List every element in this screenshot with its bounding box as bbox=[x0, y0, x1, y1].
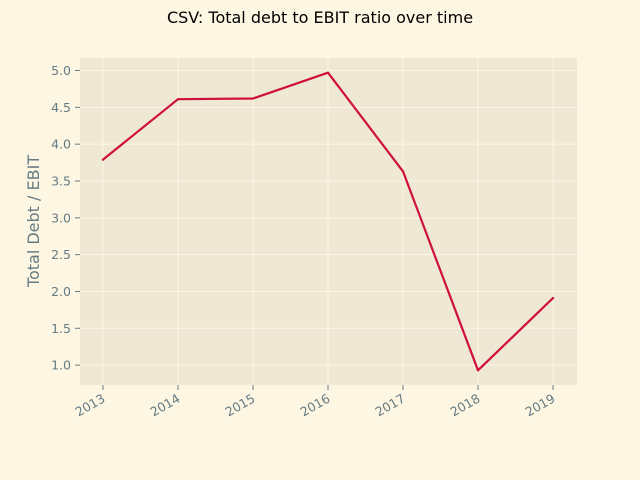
x-tick-label: 2019 bbox=[522, 391, 557, 420]
series-layer bbox=[101, 71, 555, 372]
y-tick-label: 2.0 bbox=[51, 284, 71, 299]
x-tick-label: 2013 bbox=[72, 391, 107, 420]
y-tick-label: 4.5 bbox=[51, 100, 71, 115]
x-tick-label: 2017 bbox=[372, 391, 407, 420]
x-tick-label: 2014 bbox=[147, 391, 182, 420]
grid-lines bbox=[80, 58, 577, 385]
y-tick-label: 2.5 bbox=[51, 247, 71, 262]
y-tick-label: 1.0 bbox=[51, 358, 71, 373]
x-tick-label: 2015 bbox=[222, 391, 257, 420]
y-tick-label: 1.5 bbox=[51, 321, 71, 336]
x-tick-label: 2016 bbox=[297, 391, 332, 420]
data-point bbox=[326, 71, 330, 74]
chart-title: CSV: Total debt to EBIT ratio over time bbox=[166, 8, 474, 27]
y-tick-label: 3.5 bbox=[51, 173, 71, 188]
data-point bbox=[401, 170, 405, 173]
x-tick-label: 2018 bbox=[447, 391, 482, 420]
y-tick-label: 3.0 bbox=[51, 210, 71, 225]
data-point bbox=[251, 97, 255, 100]
data-point bbox=[101, 158, 105, 161]
data-point bbox=[176, 98, 180, 101]
data-point bbox=[551, 296, 555, 300]
y-tick-label: 5.0 bbox=[51, 63, 71, 78]
data-point bbox=[476, 369, 480, 372]
y-tick-label: 4.0 bbox=[51, 137, 71, 152]
y-axis-label: Total Debt / EBIT bbox=[24, 155, 43, 288]
